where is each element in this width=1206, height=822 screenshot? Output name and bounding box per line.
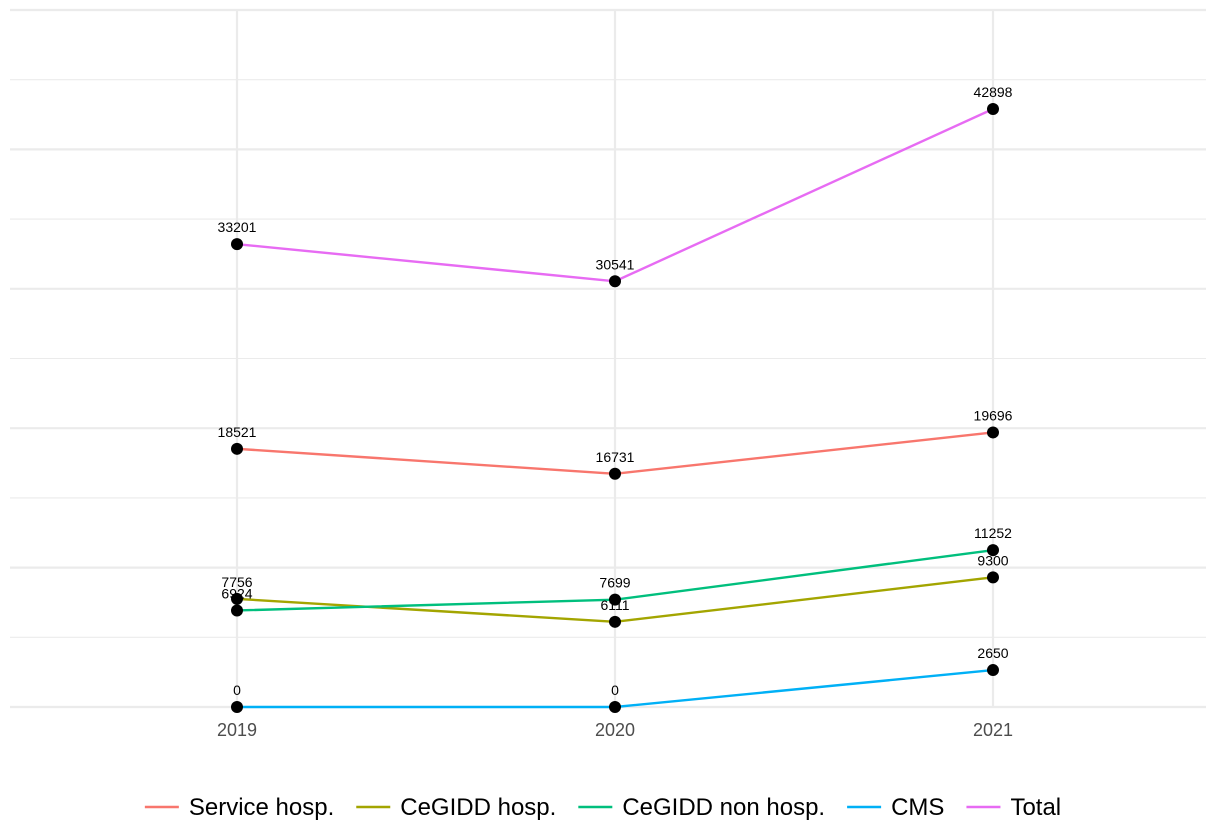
data-point	[987, 571, 999, 584]
data-point	[987, 426, 999, 439]
data-label: 0	[233, 682, 241, 698]
legend-label: Total	[1010, 794, 1061, 821]
data-points	[231, 103, 999, 713]
data-point	[231, 442, 243, 455]
data-label: 6924	[221, 585, 252, 601]
data-label: 18521	[218, 424, 257, 440]
data-label: 42898	[974, 84, 1013, 100]
x-tick-label: 2021	[973, 720, 1013, 740]
data-point	[609, 593, 621, 606]
grid-lines	[10, 8, 1206, 709]
data-point	[609, 275, 621, 288]
legend-item: Total	[966, 794, 1061, 821]
legend-item: CeGIDD hosp.	[356, 794, 556, 821]
legend-item: CMS	[847, 794, 944, 821]
legend-label: CeGIDD hosp.	[400, 794, 556, 821]
data-label: 30541	[596, 256, 635, 272]
data-label: 11252	[974, 525, 1012, 541]
data-label: 6111	[600, 597, 629, 613]
data-label: 19696	[974, 407, 1013, 423]
legend: Service hosp. CeGIDD hosp. CeGIDD non hosp…	[144, 794, 1061, 821]
data-label: 7756	[221, 574, 252, 590]
data-label: 7699	[599, 575, 630, 591]
data-point	[987, 544, 999, 557]
x-tick-label: 2020	[595, 720, 635, 740]
data-point	[231, 592, 243, 605]
data-label: 2650	[977, 645, 1008, 661]
legend-label: Service hosp.	[189, 794, 334, 821]
data-label: 16731	[596, 449, 635, 465]
legend-item: CeGIDD non hosp.	[578, 794, 825, 821]
data-point	[609, 615, 621, 628]
data-point	[609, 701, 621, 713]
data-point	[609, 467, 621, 480]
data-point	[231, 238, 243, 251]
data-label: 33201	[218, 219, 257, 235]
legend-label: CMS	[891, 794, 944, 821]
x-axis-tick-labels: 2019 2020 2021	[217, 720, 1013, 740]
x-tick-label: 2019	[217, 720, 257, 740]
legend-item: Service hosp.	[144, 794, 334, 821]
data-label: 9300	[977, 552, 1008, 568]
data-labels: 18521 16731 19696 7756 6111 9300 6924 7699 11252…	[218, 84, 1013, 698]
data-point	[987, 664, 999, 677]
legend-label: CeGIDD non hosp.	[622, 794, 825, 821]
data-label: 0	[611, 682, 619, 698]
data-point	[987, 103, 999, 116]
data-point	[231, 604, 243, 617]
data-point	[231, 701, 243, 713]
